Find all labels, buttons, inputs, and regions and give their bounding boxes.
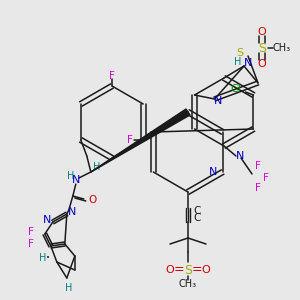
Text: S: S bbox=[258, 41, 266, 55]
Text: H: H bbox=[39, 253, 46, 263]
Text: F: F bbox=[127, 135, 133, 145]
Text: CH₃: CH₃ bbox=[179, 279, 197, 289]
Text: H: H bbox=[234, 57, 242, 67]
Text: CH₃: CH₃ bbox=[273, 43, 291, 53]
Text: F: F bbox=[28, 239, 34, 249]
Text: N: N bbox=[72, 175, 80, 185]
Text: O: O bbox=[258, 27, 266, 37]
Text: •: • bbox=[46, 255, 50, 261]
Text: H: H bbox=[93, 162, 100, 172]
Text: F: F bbox=[255, 161, 261, 171]
Polygon shape bbox=[91, 109, 190, 172]
Text: F: F bbox=[263, 173, 269, 183]
Text: O: O bbox=[202, 265, 210, 275]
Text: N: N bbox=[236, 151, 244, 161]
Text: =: = bbox=[174, 263, 184, 277]
Text: F: F bbox=[109, 71, 115, 81]
Text: O: O bbox=[258, 59, 266, 69]
Text: O: O bbox=[166, 265, 174, 275]
Text: N: N bbox=[68, 207, 76, 217]
Text: N: N bbox=[43, 215, 51, 225]
Text: S: S bbox=[184, 263, 192, 277]
Text: S: S bbox=[236, 48, 244, 58]
Text: N: N bbox=[208, 167, 217, 177]
Text: Cl: Cl bbox=[230, 84, 241, 94]
Text: C: C bbox=[193, 213, 201, 223]
Text: O: O bbox=[89, 195, 97, 205]
Text: H: H bbox=[65, 283, 73, 293]
Text: C: C bbox=[193, 206, 201, 216]
Text: F: F bbox=[255, 183, 261, 193]
Text: =: = bbox=[192, 263, 202, 277]
Text: N: N bbox=[214, 96, 223, 106]
Text: F: F bbox=[28, 227, 34, 237]
Text: H: H bbox=[67, 171, 74, 181]
Text: N: N bbox=[244, 58, 252, 68]
